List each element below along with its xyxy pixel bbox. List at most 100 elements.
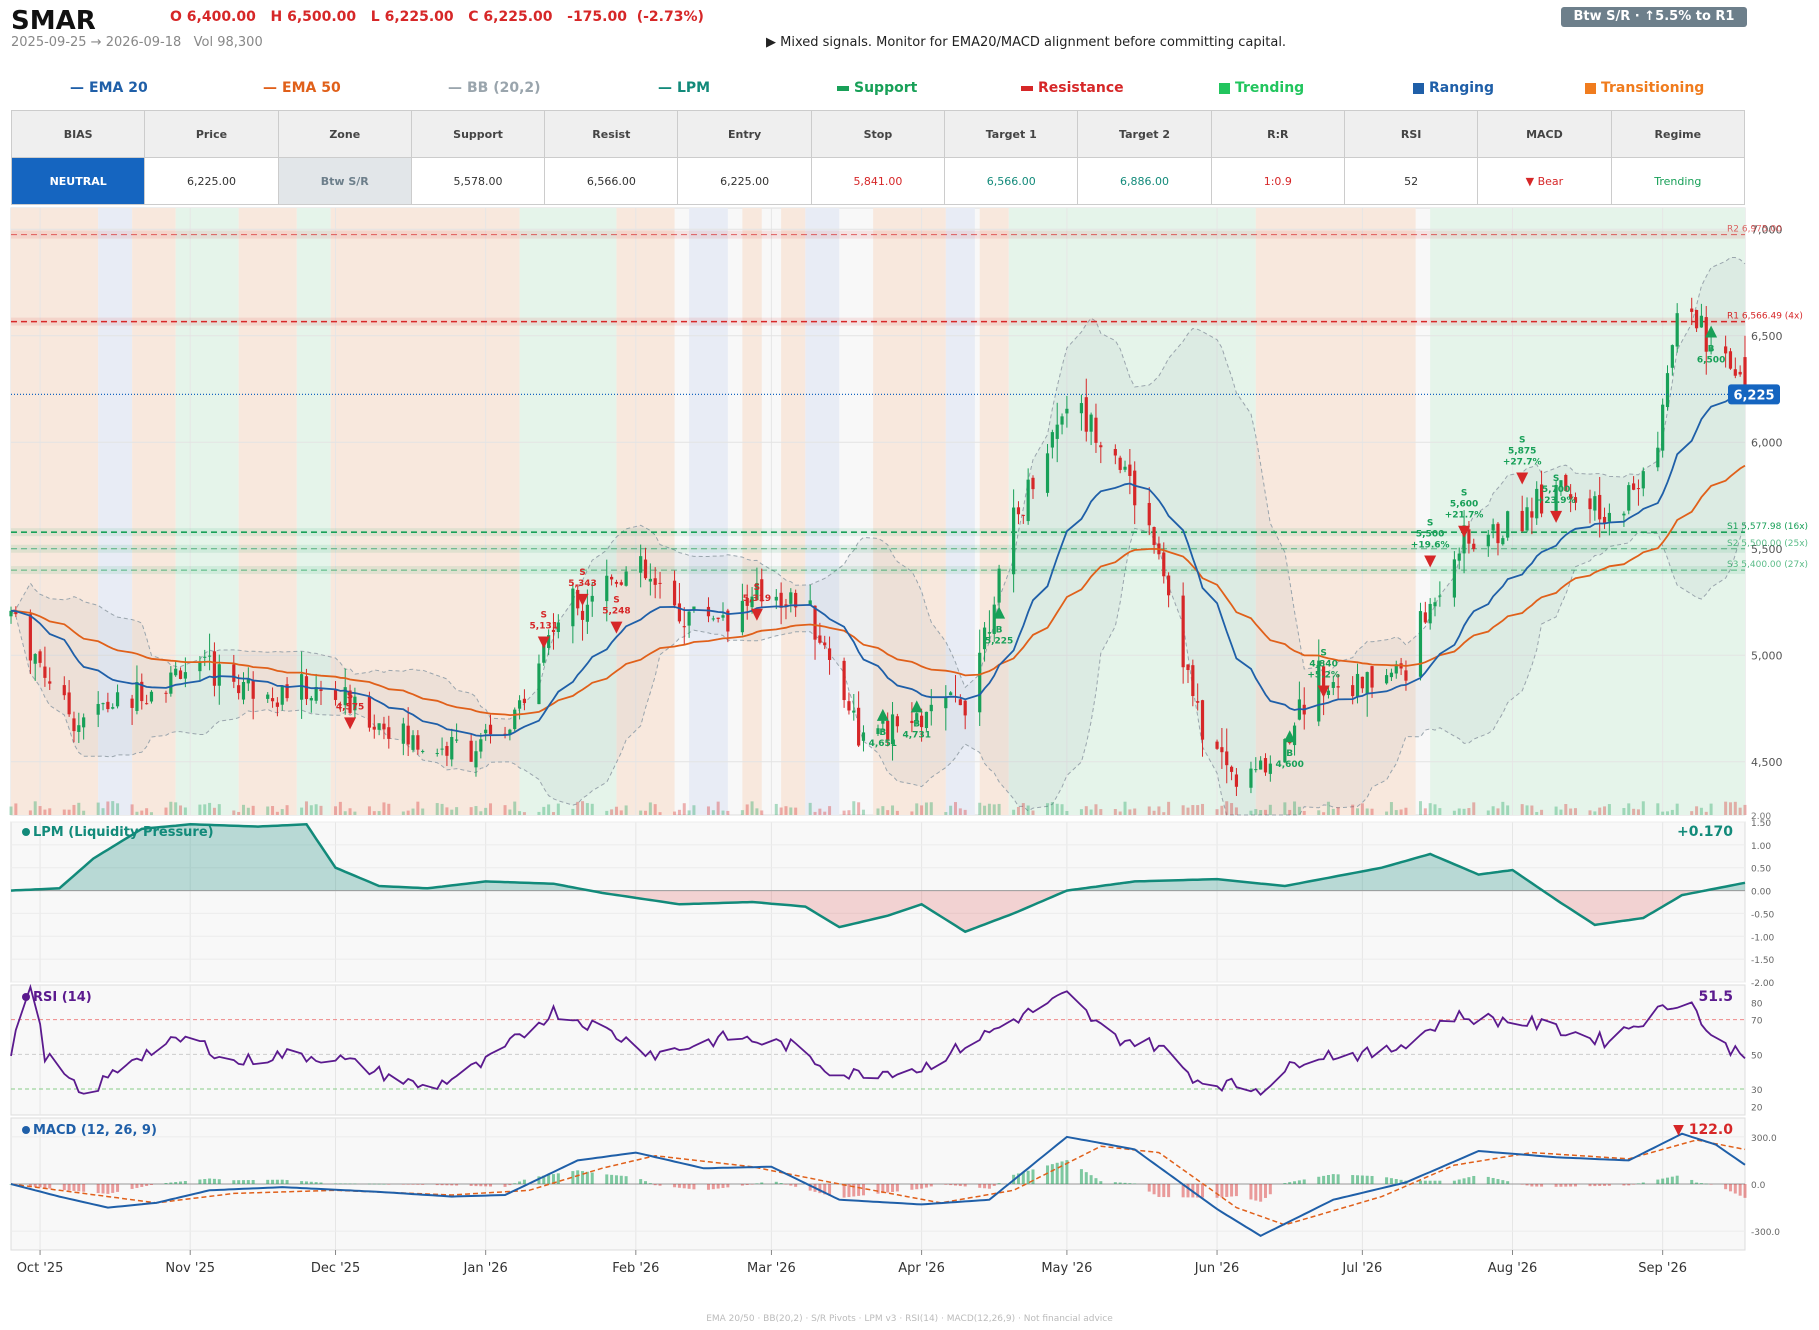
volume-bar	[585, 803, 589, 815]
candle-body	[1491, 524, 1495, 531]
sr-zone	[11, 317, 1745, 326]
volume-bar	[726, 810, 730, 815]
bollinger-band-fill	[11, 257, 1745, 815]
macd-histogram-bar	[411, 1184, 415, 1185]
volume-bar	[304, 801, 308, 815]
volume-bar	[1467, 808, 1471, 815]
candle-body	[1622, 513, 1626, 516]
macd-histogram-bar	[1162, 1184, 1166, 1198]
macd-histogram-bar	[987, 1184, 991, 1189]
volume-bar	[857, 802, 861, 815]
candle-body	[745, 597, 749, 606]
macd-histogram-bar	[1288, 1182, 1292, 1184]
macd-histogram-bar	[1079, 1169, 1083, 1184]
date-range-volume: 2025-09-25 → 2026-09-18 Vol 98,300	[11, 35, 263, 50]
candle-body	[333, 689, 338, 700]
lpm-title: LPM (Liquidity Pressure)	[33, 825, 214, 840]
candle-body	[1743, 357, 1747, 395]
candle-body	[212, 651, 217, 686]
candle-body	[590, 595, 594, 602]
volume-bar	[382, 802, 386, 815]
volume-bar	[450, 809, 454, 815]
volume-bar	[1675, 803, 1679, 815]
candle-body	[338, 704, 342, 706]
macd-histogram-bar	[1520, 1184, 1524, 1185]
signal-label: 4,840	[1309, 659, 1337, 669]
macd-histogram-bar	[304, 1181, 308, 1184]
candle-body	[648, 578, 652, 582]
macd-histogram-bar	[551, 1174, 555, 1184]
macd-histogram-bar	[101, 1184, 105, 1194]
candle-body	[658, 582, 662, 584]
macd-histogram-bar	[1336, 1174, 1340, 1184]
x-tick-label: Jan '26	[463, 1261, 508, 1276]
candle-body	[672, 580, 677, 606]
buy-signal-marker	[993, 606, 1006, 619]
legend-swatch-icon	[1585, 82, 1596, 94]
candle-body	[619, 582, 623, 585]
macd-histogram-bar	[1283, 1183, 1287, 1184]
macd-histogram-bar	[1399, 1179, 1403, 1184]
candle-body	[818, 635, 822, 643]
volume-bar	[876, 808, 880, 815]
macd-histogram-bar	[1695, 1182, 1699, 1184]
signal-label: 5,700	[1542, 485, 1570, 495]
candle-body	[82, 717, 86, 728]
macd-histogram-bar	[285, 1180, 289, 1184]
volume-bar	[1094, 804, 1098, 815]
volume-bar	[1322, 812, 1326, 815]
volume-bar	[1418, 801, 1422, 815]
macd-histogram-bar	[203, 1179, 207, 1184]
macd-histogram-bar	[1462, 1178, 1466, 1184]
candle-body	[1661, 404, 1665, 451]
candle-body	[488, 724, 493, 735]
volume-bar	[106, 801, 110, 815]
volume-bar	[508, 809, 512, 815]
macd-histogram-bar	[1598, 1184, 1602, 1186]
volume-bar	[1031, 810, 1035, 815]
macd-histogram-bar	[140, 1184, 144, 1187]
macd-histogram-bar	[1433, 1180, 1437, 1184]
candle-body	[924, 711, 929, 729]
candle-body	[1268, 763, 1272, 774]
candle-body	[740, 600, 744, 633]
macd-histogram-bar	[169, 1182, 173, 1184]
macd-histogram-bar	[774, 1181, 778, 1184]
volume-bar	[401, 811, 405, 815]
rsi-line	[10, 983, 1746, 1096]
macd-histogram-bar	[1728, 1184, 1732, 1192]
legend-swatch-icon: —	[448, 80, 462, 96]
candle-body	[624, 571, 628, 586]
volume-bar	[1152, 810, 1156, 815]
candle-body	[547, 635, 551, 648]
macd-histogram-bar	[1569, 1184, 1573, 1187]
zone-badge: Btw S/R · ↑5.5% to R1	[1561, 7, 1747, 27]
volume-bar	[343, 811, 347, 815]
volume-bar	[1162, 812, 1166, 815]
signal-label: 4,651	[869, 739, 897, 749]
candle-body	[1196, 701, 1200, 703]
candle-body	[416, 735, 420, 750]
volume-bar	[372, 811, 376, 815]
candle-body	[1704, 317, 1708, 352]
volume-bar	[1079, 809, 1083, 815]
volume-bar	[895, 810, 899, 815]
buy-signal-marker	[1705, 325, 1718, 338]
volume-bar	[774, 803, 778, 815]
macd-histogram-bar	[1394, 1179, 1398, 1184]
candle-body	[1259, 760, 1263, 770]
macd-histogram-bar	[944, 1184, 948, 1185]
candle-body	[614, 581, 619, 584]
signal-label: 5,319	[743, 594, 771, 604]
macd-histogram-bar	[266, 1179, 270, 1184]
volume-bar	[1302, 810, 1306, 815]
candle-body	[1200, 700, 1205, 740]
volume-bar	[571, 808, 575, 815]
candle-body	[96, 703, 100, 715]
volume-bar	[43, 809, 47, 815]
macd-signal-line	[10, 1139, 1746, 1226]
volume-bar	[953, 802, 957, 815]
candle-body	[246, 678, 250, 684]
candle-body	[1423, 612, 1427, 623]
volume-bar	[861, 809, 865, 815]
